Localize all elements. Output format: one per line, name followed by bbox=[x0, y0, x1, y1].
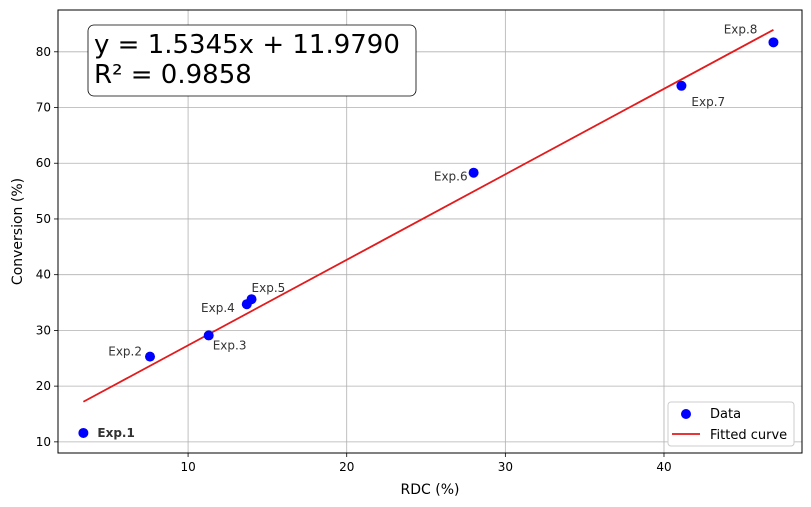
point-label: Exp.7 bbox=[691, 95, 725, 109]
point-labels: Exp.1 Exp.2 Exp.3 Exp.4 Exp.5 Exp.6 Exp.7 Exp.8 bbox=[97, 22, 757, 440]
point-label: Exp.4 bbox=[201, 301, 235, 315]
legend-fit-label: Fitted curve bbox=[710, 428, 787, 443]
y-tick-label: 50 bbox=[36, 212, 51, 226]
y-tick-label: 70 bbox=[36, 101, 51, 115]
r-squared: R² = 0.9858 bbox=[94, 60, 252, 90]
x-axis-label: RDC (%) bbox=[401, 482, 460, 498]
y-axis-label: Conversion (%) bbox=[10, 178, 26, 285]
data-point bbox=[468, 167, 479, 178]
legend-data-marker bbox=[681, 409, 691, 419]
y-tick-label: 30 bbox=[36, 323, 51, 337]
point-label: Exp.5 bbox=[252, 281, 286, 295]
point-label: Exp.1 bbox=[97, 426, 134, 440]
x-tick-label: 30 bbox=[498, 460, 513, 474]
data-points bbox=[78, 37, 779, 438]
y-tick-label: 20 bbox=[36, 379, 51, 393]
point-label: Exp.6 bbox=[434, 170, 468, 184]
plot-frame bbox=[57, 9, 803, 454]
point-label: Exp.8 bbox=[724, 22, 758, 36]
data-point bbox=[768, 37, 779, 48]
legend-frame bbox=[667, 401, 795, 447]
data-point bbox=[78, 427, 89, 438]
fit-equation: y = 1.5345x + 11.9790 bbox=[94, 30, 400, 60]
x-tick-label: 40 bbox=[656, 460, 671, 474]
data-point bbox=[676, 80, 687, 91]
x-tick-label: 20 bbox=[339, 460, 354, 474]
x-tick-label: 10 bbox=[180, 460, 195, 474]
data-point bbox=[246, 294, 257, 305]
y-tick-label: 40 bbox=[36, 268, 51, 282]
fitted-curve-line bbox=[82, 29, 774, 403]
data-point bbox=[203, 330, 214, 341]
axis-ticks: 10 20 30 40 10 20 30 40 50 60 70 80 bbox=[36, 45, 672, 474]
legend-data-label: Data bbox=[710, 407, 741, 422]
equation-box-frame bbox=[87, 24, 417, 97]
y-tick-label: 60 bbox=[36, 156, 51, 170]
point-label: Exp.2 bbox=[108, 345, 142, 359]
legend: Data Fitted curve bbox=[667, 401, 795, 447]
y-tick-label: 80 bbox=[36, 45, 51, 59]
data-point bbox=[145, 351, 156, 362]
point-label: Exp.3 bbox=[213, 338, 247, 352]
y-tick-label: 10 bbox=[36, 435, 51, 449]
equation-box: y = 1.5345x + 11.9790 R² = 0.9858 bbox=[87, 24, 417, 97]
